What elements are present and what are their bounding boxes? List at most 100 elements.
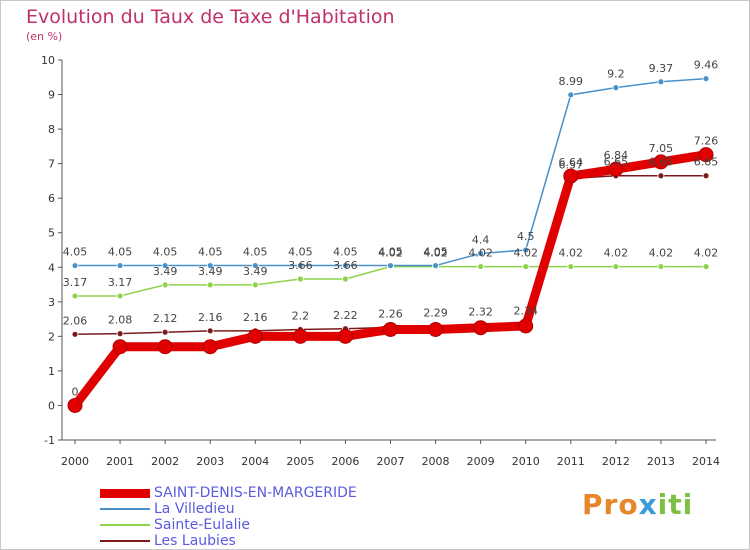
data-label: 7.26: [694, 135, 719, 148]
data-point: [567, 263, 575, 270]
data-point: [206, 327, 214, 335]
y-tick-label: 3: [48, 296, 55, 309]
data-point: [702, 263, 710, 270]
data-label: 0: [72, 385, 79, 398]
data-point: [383, 321, 398, 337]
x-tick-label: 2012: [602, 455, 630, 468]
legend-item: SAINT-DENIS-EN-MARGERIDE: [100, 485, 357, 501]
legend-label: Les Laubies: [154, 533, 236, 549]
data-label: 4.02: [378, 247, 403, 260]
data-label: 9.37: [649, 62, 674, 75]
data-label: 4.02: [423, 247, 448, 260]
legend-swatch: [100, 508, 150, 510]
x-tick-label: 2010: [512, 455, 540, 468]
data-point: [116, 262, 124, 269]
data-point: [387, 262, 394, 269]
data-label: 4.05: [333, 246, 358, 259]
data-label: 9.2: [607, 68, 625, 81]
data-label: 2.2: [292, 309, 310, 322]
data-label: 2.26: [378, 307, 403, 320]
y-tick-label: 4: [48, 261, 55, 274]
data-point: [116, 292, 124, 300]
x-tick-label: 2013: [647, 455, 675, 468]
data-point: [161, 262, 169, 269]
data-point: [337, 328, 353, 344]
legend-label: Sainte-Eulalie: [154, 517, 250, 533]
data-point: [522, 246, 530, 254]
data-label: 6.57: [559, 158, 584, 171]
data-point: [698, 147, 714, 163]
data-label: 3.17: [108, 276, 133, 289]
x-tick-label: 2004: [241, 455, 269, 468]
data-label: 4.02: [649, 247, 674, 260]
data-point: [292, 328, 308, 344]
legend-item: La Villedieu: [100, 501, 357, 517]
data-label: 4.05: [378, 246, 403, 259]
x-tick-label: 2007: [377, 455, 405, 468]
data-point: [477, 250, 485, 257]
data-label: 2.32: [468, 305, 493, 318]
data-label: 4.05: [243, 246, 268, 259]
data-label: 6.64: [559, 156, 584, 169]
data-label: 6.65: [649, 156, 674, 169]
data-point: [67, 397, 83, 413]
data-label: 6.84: [604, 149, 629, 162]
y-tick-label: 0: [48, 399, 55, 412]
data-point: [206, 262, 214, 269]
y-tick-label: 9: [48, 89, 55, 102]
data-point: [296, 275, 304, 283]
data-point: [657, 78, 665, 86]
data-point: [161, 328, 169, 336]
data-point: [428, 321, 444, 337]
x-tick-label: 2006: [331, 455, 359, 468]
y-tick-label: 7: [48, 158, 55, 171]
y-tick-label: 2: [48, 330, 55, 343]
data-label: 2.08: [108, 314, 133, 327]
data-point: [563, 168, 579, 184]
data-point: [612, 84, 620, 92]
data-point: [657, 172, 665, 180]
data-point: [518, 318, 534, 334]
chart-unit-label: (en %): [26, 30, 63, 43]
data-point: [247, 328, 263, 344]
chart-legend: SAINT-DENIS-EN-MARGERIDE La Villedieu Sain…: [100, 485, 357, 549]
x-tick-label: 2009: [467, 455, 495, 468]
data-point: [296, 262, 304, 269]
data-label: 4.05: [198, 246, 223, 259]
data-label: 6.65: [604, 156, 629, 169]
data-point: [702, 75, 710, 83]
data-point: [202, 339, 218, 355]
x-tick-label: 2003: [196, 455, 224, 468]
x-tick-label: 2011: [557, 455, 585, 468]
x-tick-label: 2002: [151, 455, 179, 468]
data-label: 2.06: [63, 314, 88, 327]
data-point: [251, 281, 259, 289]
y-tick-label: 6: [48, 192, 55, 205]
data-point: [251, 262, 259, 269]
data-label: 3.49: [243, 265, 268, 278]
legend-label: La Villedieu: [154, 501, 235, 517]
data-label: 2.29: [423, 306, 448, 319]
data-label: 3.66: [333, 259, 358, 272]
data-point: [608, 161, 624, 177]
data-point: [432, 262, 439, 269]
data-point: [116, 330, 124, 338]
data-label: 4.05: [108, 246, 133, 259]
data-label: 4.05: [423, 246, 448, 259]
y-tick-label: 8: [48, 123, 55, 136]
legend-swatch: [100, 540, 150, 542]
data-label: 3.49: [153, 265, 178, 278]
data-point: [477, 263, 485, 270]
data-label: 4.5: [517, 230, 535, 243]
x-tick-label: 2014: [692, 455, 720, 468]
data-point: [653, 154, 669, 170]
y-tick-label: 10: [41, 54, 55, 67]
data-label: 2.22: [333, 309, 358, 322]
data-label: 3.66: [288, 259, 313, 272]
y-tick-label: 5: [48, 227, 55, 240]
legend-swatch: [100, 524, 150, 526]
data-label: 4.02: [468, 247, 493, 260]
series-line: [70, 150, 711, 410]
data-point: [567, 91, 575, 99]
data-label: 6.65: [694, 156, 719, 169]
